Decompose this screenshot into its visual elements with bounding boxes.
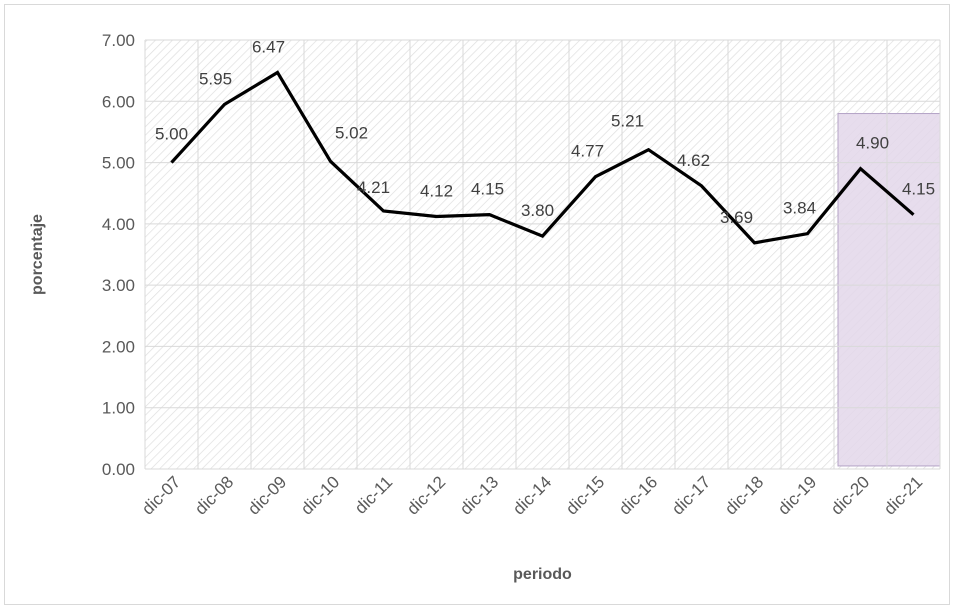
data-label: 4.21 [357,178,390,197]
y-tick-label: 0.00 [102,460,135,479]
x-tick-label: dic-20 [827,472,873,518]
x-tick-label: dic-08 [191,472,237,518]
data-label: 4.90 [856,134,889,153]
data-label: 3.69 [720,208,753,227]
y-tick-label: 4.00 [102,215,135,234]
data-label: 4.12 [420,182,453,201]
gridlines [144,39,941,470]
data-label: 5.95 [199,69,232,88]
x-tick-label: dic-17 [668,472,714,518]
data-label: 4.77 [571,142,604,161]
x-axis-title: periodo [513,566,572,583]
x-tick-label: dic-15 [562,472,608,518]
y-tick-label: 3.00 [102,276,135,295]
y-tick-label: 2.00 [102,337,135,356]
x-tick-label: dic-12 [403,472,449,518]
data-label: 5.21 [611,112,644,131]
x-tick-label: dic-14 [509,472,555,518]
x-tick-label: dic-10 [297,472,343,518]
y-tick-label: 6.00 [102,92,135,111]
x-axis-ticks: dic-07 dic-08 dic-09 dic-10 dic-11 dic-12 dic-… [138,472,926,518]
y-axis-ticks: 0.00 1.00 2.00 3.00 4.00 5.00 6.00 7.00 [102,31,135,479]
plot-area [145,40,940,469]
y-axis-title: porcentaje [29,214,46,295]
data-label: 4.15 [471,180,504,199]
data-label: 5.00 [155,125,188,144]
data-labels: 5.00 5.95 6.47 5.02 4.21 4.12 4.15 3.80 4.77 5.21… [155,37,935,226]
data-label: 6.47 [252,37,285,56]
y-tick-label: 1.00 [102,399,135,418]
x-tick-label: dic-09 [244,472,290,518]
series-group [170,70,915,245]
x-tick-label: dic-19 [774,472,820,518]
y-tick-label: 7.00 [102,31,135,50]
x-tick-label: dic-21 [880,472,926,518]
data-label: 4.62 [677,151,710,170]
data-label: 3.84 [783,199,816,218]
data-label: 3.80 [521,201,554,220]
data-label: 5.02 [335,123,368,142]
x-tick-label: dic-11 [351,472,396,517]
data-label: 4.15 [902,180,935,199]
highlight-band [837,113,941,467]
x-tick-label: dic-07 [138,472,184,518]
x-tick-label: dic-13 [456,472,502,518]
x-tick-label: dic-18 [721,472,767,518]
y-tick-label: 5.00 [102,154,135,173]
x-tick-label: dic-16 [615,472,661,518]
